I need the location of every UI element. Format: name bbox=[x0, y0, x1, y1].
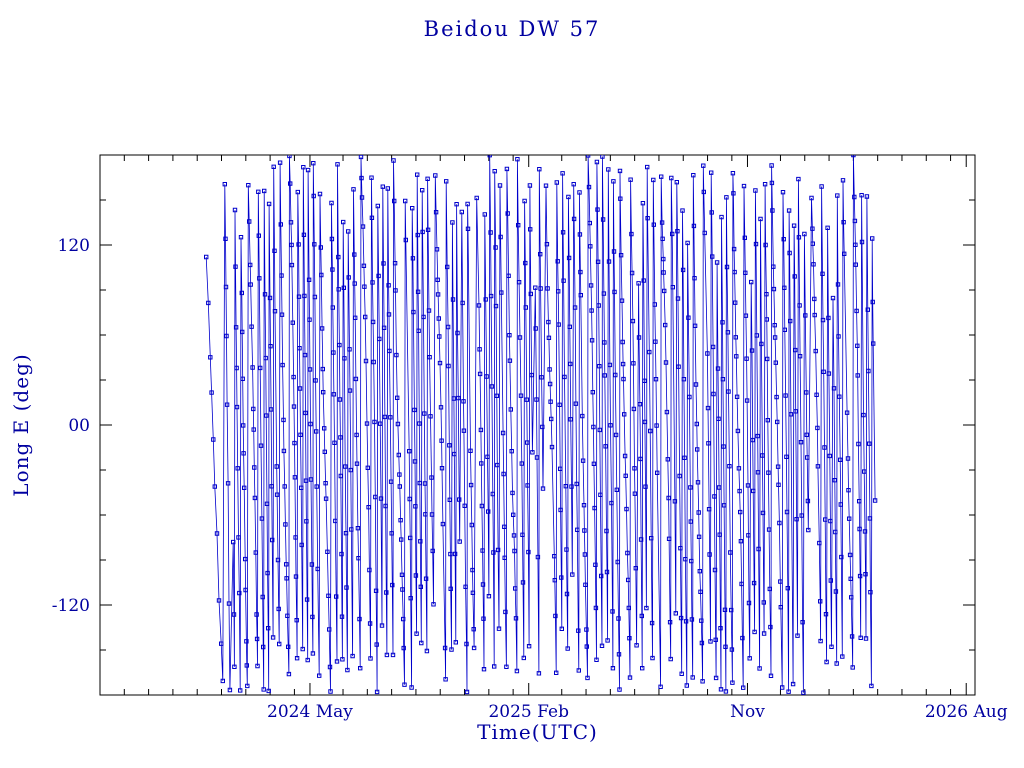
x-tick-label: 2026 Aug bbox=[925, 702, 1008, 722]
x-tick-label: 2024 May bbox=[267, 702, 353, 722]
x-tick-label: Nov bbox=[730, 702, 765, 722]
x-axis-title: Time(UTC) bbox=[477, 720, 598, 744]
y-tick-label: 00 bbox=[68, 416, 90, 436]
data-line bbox=[205, 155, 876, 693]
y-tick-label: 120 bbox=[58, 236, 90, 256]
data-series bbox=[204, 155, 878, 695]
y-tick-label: -120 bbox=[52, 596, 90, 616]
x-tick-label: 2025 Feb bbox=[488, 702, 569, 722]
chart-title: Beidou DW 57 bbox=[423, 17, 601, 41]
plot-frame bbox=[99, 154, 976, 696]
y-axis-title: Long E (deg) bbox=[9, 353, 33, 497]
data-markers bbox=[204, 155, 878, 695]
axis-ticks bbox=[100, 155, 975, 695]
